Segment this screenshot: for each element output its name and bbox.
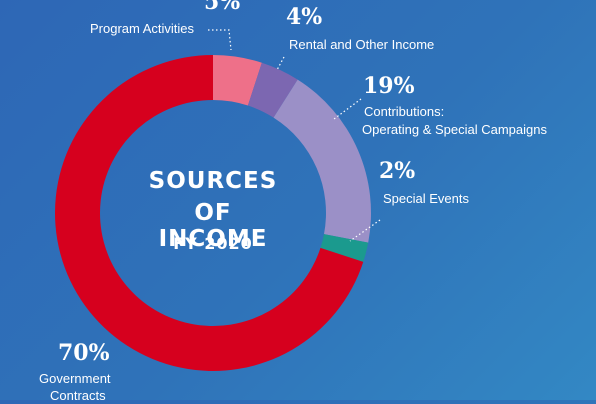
leader-line-program-activities <box>208 29 232 51</box>
slice-label-government-contracts-line-1: Government <box>39 371 111 386</box>
slice-label-rental-other-income: Rental and Other Income <box>289 37 435 52</box>
chart-title-line-2: OF INCOME <box>158 200 268 252</box>
slice-label-government-contracts-line-2: Contracts <box>50 388 106 403</box>
slice-percent-rental-other-income: 4% <box>286 4 323 30</box>
slice-label-contributions-line-1: Contributions: <box>364 104 445 119</box>
slice-percent-government-contracts: 70% <box>58 340 110 366</box>
leader-lines <box>208 29 381 242</box>
leader-line-rental-other-income <box>276 56 285 71</box>
chart-title-line-1: SOURCES <box>148 168 278 194</box>
donut-slices <box>55 55 371 371</box>
slice-percent-program-activities: 5% <box>204 0 241 15</box>
slice-contributions <box>273 79 371 243</box>
slice-percent-contributions: 19% <box>363 73 415 99</box>
chart-title-line-3: FY 2020 <box>173 234 253 253</box>
slice-government-contracts <box>55 55 364 371</box>
leader-line-contributions <box>333 98 362 120</box>
slice-special-events <box>320 234 369 262</box>
slice-label-special-events: Special Events <box>383 191 469 206</box>
slice-program-activities <box>213 55 262 106</box>
slice-rental-other-income <box>247 62 298 118</box>
slice-label-program-activities: Program Activities <box>90 21 195 36</box>
slice-label-contributions-line-2: Operating & Special Campaigns <box>362 122 547 137</box>
slice-percent-special-events: 2% <box>379 158 416 184</box>
